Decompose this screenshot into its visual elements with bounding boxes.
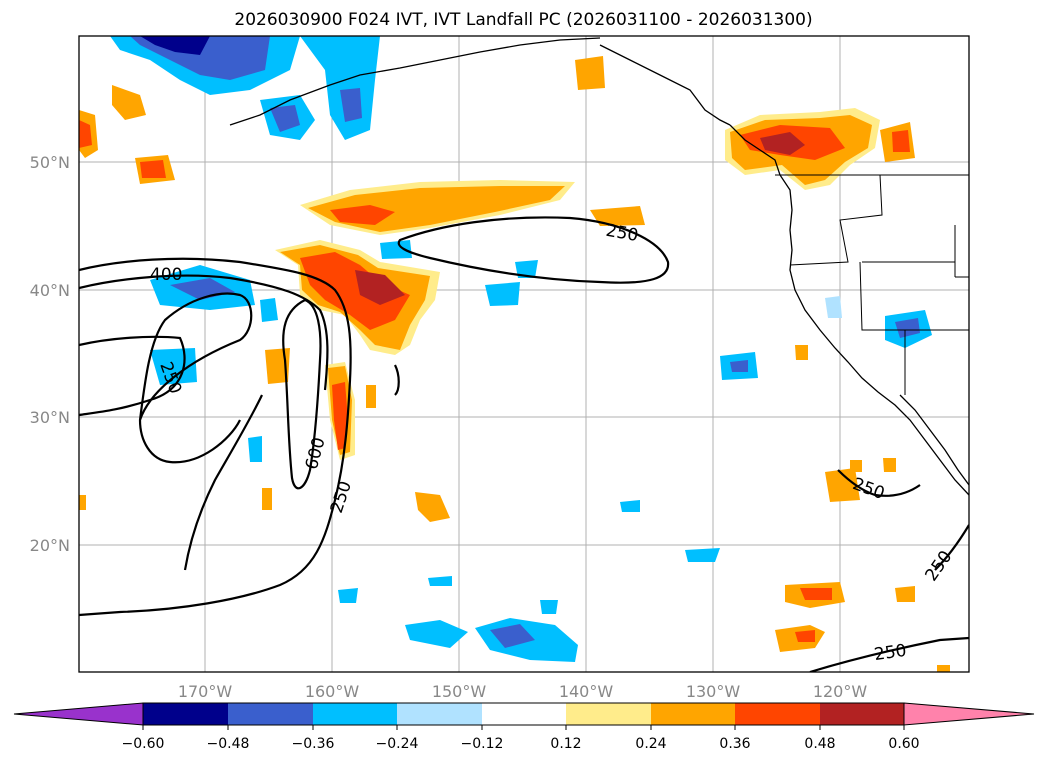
longitude-labels: 170°W 160°W 150°W 140°W 130°W 120°W: [178, 682, 868, 701]
colorbar-segment: [651, 703, 735, 725]
colorbar-segment: [566, 703, 651, 725]
map-title: 2026030900 F024 IVT, IVT Landfall PC (20…: [234, 10, 813, 30]
colorbar-segment: [228, 703, 313, 725]
contour-label: 400: [150, 265, 182, 285]
colorbar-extend-high: [903, 702, 1035, 726]
colorbar-segment: [397, 703, 482, 725]
lon-label: 150°W: [432, 682, 487, 701]
lon-label: 130°W: [686, 682, 741, 701]
colorbar-extend-low: [13, 702, 144, 726]
political-borders: [775, 174, 969, 395]
lon-label: 170°W: [178, 682, 233, 701]
colorbar-tick-label: 0.60: [888, 736, 919, 752]
lon-label: 120°W: [813, 682, 868, 701]
contour-label: 250: [873, 641, 908, 665]
colorbar-tick-label: −0.12: [461, 736, 504, 752]
coastlines: [229, 37, 969, 496]
colorbar-frame: [142, 702, 905, 726]
colorbar-segment: [482, 703, 566, 725]
plot-frame: [78, 35, 970, 673]
colorbar-tick-label: −0.36: [292, 736, 335, 752]
colorbar-segment: [313, 703, 397, 725]
colorbar: −0.60 −0.48 −0.36 −0.24 −0.12 0.12 0.24 …: [13, 702, 1035, 752]
contour-labels: 400 250 250 600 250 250 250 250: [150, 221, 956, 665]
colorbar-tick-label: 0.36: [719, 736, 750, 752]
colorbar-ticks: [142, 725, 905, 730]
lon-label: 160°W: [305, 682, 360, 701]
colorbar-segment: [143, 703, 228, 725]
lat-label: 20°N: [30, 536, 70, 555]
colorbar-tick-label: 0.12: [550, 736, 581, 752]
colorbar-tick-label: −0.48: [207, 736, 250, 752]
latitude-labels: 50°N 40°N 30°N 20°N: [30, 153, 70, 555]
colorbar-tick-label: −0.24: [376, 736, 419, 752]
colorbar-segment: [735, 703, 820, 725]
positive-anomaly-fills: [79, 56, 950, 672]
colorbar-tick-label: 0.48: [804, 736, 835, 752]
colorbar-tick-label: −0.60: [122, 736, 165, 752]
lat-label: 40°N: [30, 281, 70, 300]
ivt-contours: [79, 216, 969, 672]
lon-label: 140°W: [559, 682, 614, 701]
lat-label: 30°N: [30, 408, 70, 427]
lat-label: 50°N: [30, 153, 70, 172]
colorbar-segment: [820, 703, 904, 725]
colorbar-tick-label: 0.24: [635, 736, 666, 752]
